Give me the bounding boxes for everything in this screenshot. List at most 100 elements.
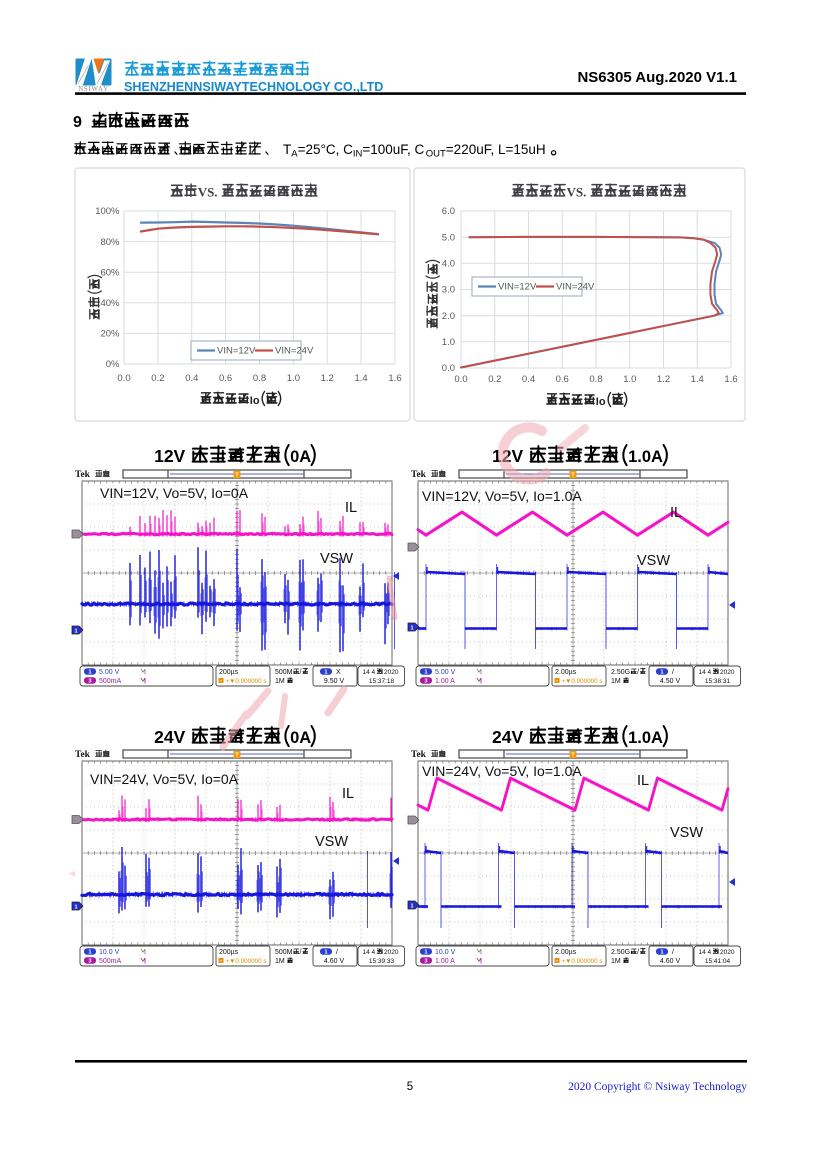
- svg-text:12V: 12V: [154, 446, 185, 466]
- svg-text:NS6305 Aug.2020 V1.1: NS6305 Aug.2020 V1.1: [577, 69, 737, 86]
- svg-text:VIN=12V, Vo=5V, Io=0A: VIN=12V, Vo=5V, Io=0A: [100, 485, 249, 501]
- svg-text:2020 Copyright © Nsiway Techno: 2020 Copyright © Nsiway Technology: [568, 1081, 747, 1093]
- svg-text:0A: 0A: [290, 448, 311, 466]
- svg-text:VSW: VSW: [637, 553, 670, 569]
- svg-text:/: /: [300, 949, 302, 956]
- svg-text:2020: 2020: [384, 669, 399, 676]
- svg-text:500mA: 500mA: [99, 958, 122, 965]
- svg-text:5: 5: [407, 1081, 413, 1093]
- svg-text:3: 3: [424, 678, 428, 684]
- svg-text:0%: 0%: [106, 359, 120, 370]
- svg-text:VS.: VS.: [198, 185, 218, 200]
- svg-text:1.6: 1.6: [724, 374, 737, 385]
- svg-text:0.0: 0.0: [442, 363, 455, 374]
- svg-text:/: /: [336, 949, 338, 956]
- svg-text:5.0: 5.0: [442, 232, 455, 243]
- svg-text:1: 1: [410, 625, 413, 631]
- svg-text:/: /: [637, 949, 639, 956]
- svg-text:0.0: 0.0: [117, 373, 130, 384]
- svg-text:VIN=24V, Vo=5V, Io=1.0A: VIN=24V, Vo=5V, Io=1.0A: [422, 763, 582, 779]
- svg-text:T: T: [556, 679, 559, 684]
- svg-text:200µs: 200µs: [219, 669, 239, 676]
- svg-text:10.0 V: 10.0 V: [99, 949, 120, 956]
- svg-text:3.0: 3.0: [442, 285, 455, 296]
- svg-text:Tek: Tek: [75, 750, 91, 760]
- svg-text:14 4: 14 4: [363, 949, 376, 956]
- svg-text:T: T: [220, 679, 223, 684]
- svg-text:1M: 1M: [275, 678, 285, 685]
- svg-text:0.8: 0.8: [589, 374, 602, 385]
- svg-text:VSW: VSW: [670, 825, 703, 841]
- svg-text:IN: IN: [353, 149, 363, 160]
- svg-text:IL: IL: [345, 500, 357, 516]
- svg-text:9.50 V: 9.50 V: [324, 678, 345, 685]
- svg-text:1M: 1M: [611, 678, 621, 685]
- svg-text:1: 1: [410, 903, 413, 909]
- svg-text:VIN=12V, Vo=5V, Io=1.0A: VIN=12V, Vo=5V, Io=1.0A: [422, 488, 582, 504]
- svg-text:VSW: VSW: [315, 834, 348, 850]
- svg-text:1: 1: [88, 949, 92, 955]
- svg-text:200µs: 200µs: [219, 949, 239, 956]
- svg-text:500M: 500M: [275, 949, 293, 956]
- svg-text:1.0: 1.0: [623, 374, 636, 385]
- svg-text:OUT: OUT: [426, 149, 446, 160]
- svg-text:Io: Io: [250, 395, 260, 407]
- svg-text:5.00 V: 5.00 V: [435, 669, 456, 676]
- svg-text:15:37:18: 15:37:18: [369, 678, 395, 685]
- svg-text:=100uF, C: =100uF, C: [362, 142, 424, 157]
- svg-text:1.00 A: 1.00 A: [435, 958, 455, 965]
- svg-text:3: 3: [88, 678, 92, 684]
- svg-text:1.0: 1.0: [442, 337, 455, 348]
- svg-text:15:38:31: 15:38:31: [705, 678, 731, 685]
- svg-text:VS.: VS.: [567, 185, 587, 200]
- svg-text:T: T: [220, 959, 223, 964]
- svg-text:+▼0.000000 s: +▼0.000000 s: [562, 958, 603, 965]
- svg-text:=220uF, L=15uH: =220uF, L=15uH: [446, 142, 546, 157]
- svg-text:1.6: 1.6: [388, 373, 401, 384]
- svg-text:40%: 40%: [100, 298, 120, 309]
- svg-text:1.0: 1.0: [287, 373, 300, 384]
- svg-text:4.60 V: 4.60 V: [660, 958, 681, 965]
- svg-text:VIN=24V: VIN=24V: [275, 346, 314, 357]
- svg-text:1.0A: 1.0A: [628, 448, 663, 466]
- svg-text:1.00 A: 1.00 A: [435, 678, 455, 685]
- svg-text:SHENZHENNSIWAYTECHNOLOGY CO.,L: SHENZHENNSIWAYTECHNOLOGY CO.,LTD: [124, 80, 383, 94]
- svg-text:T: T: [235, 753, 239, 759]
- svg-text:1: 1: [88, 669, 92, 675]
- svg-text:4.0: 4.0: [442, 259, 455, 270]
- svg-text:IL: IL: [670, 505, 682, 521]
- svg-text:Tek: Tek: [411, 750, 427, 760]
- svg-text:2.50G: 2.50G: [611, 949, 630, 956]
- svg-text:14 4: 14 4: [699, 669, 712, 676]
- svg-text:4.50 V: 4.50 V: [660, 678, 681, 685]
- svg-text:Io: Io: [596, 396, 606, 408]
- svg-text:4.60 V: 4.60 V: [324, 958, 345, 965]
- svg-text:T: T: [571, 753, 575, 759]
- svg-text:+▼0.000000 s: +▼0.000000 s: [562, 678, 603, 685]
- svg-text:24V: 24V: [492, 727, 523, 747]
- svg-text:1.2: 1.2: [657, 374, 670, 385]
- svg-text:0.4: 0.4: [522, 374, 535, 385]
- svg-text:10.0 V: 10.0 V: [435, 949, 456, 956]
- svg-text:80%: 80%: [100, 237, 120, 248]
- svg-text:2020: 2020: [384, 949, 399, 956]
- svg-text:1M: 1M: [611, 958, 621, 965]
- svg-text:IL: IL: [637, 773, 649, 789]
- svg-text:0.0: 0.0: [454, 374, 467, 385]
- svg-text:1: 1: [424, 669, 428, 675]
- svg-text:IL: IL: [342, 786, 354, 802]
- svg-text:0.6: 0.6: [556, 374, 569, 385]
- svg-text:VIN=24V: VIN=24V: [556, 282, 595, 293]
- svg-text:Tek: Tek: [411, 470, 427, 480]
- svg-text:2.50G: 2.50G: [611, 669, 630, 676]
- svg-text:/: /: [300, 669, 302, 676]
- svg-text:2020: 2020: [720, 669, 735, 676]
- svg-text:0.4: 0.4: [185, 373, 198, 384]
- svg-text:A: A: [291, 149, 298, 160]
- svg-text:60%: 60%: [100, 267, 120, 278]
- svg-text:15:41:04: 15:41:04: [705, 958, 731, 965]
- svg-text:1: 1: [660, 949, 664, 955]
- svg-text:9: 9: [73, 114, 82, 131]
- svg-text:/: /: [637, 669, 639, 676]
- svg-text:1.4: 1.4: [354, 373, 367, 384]
